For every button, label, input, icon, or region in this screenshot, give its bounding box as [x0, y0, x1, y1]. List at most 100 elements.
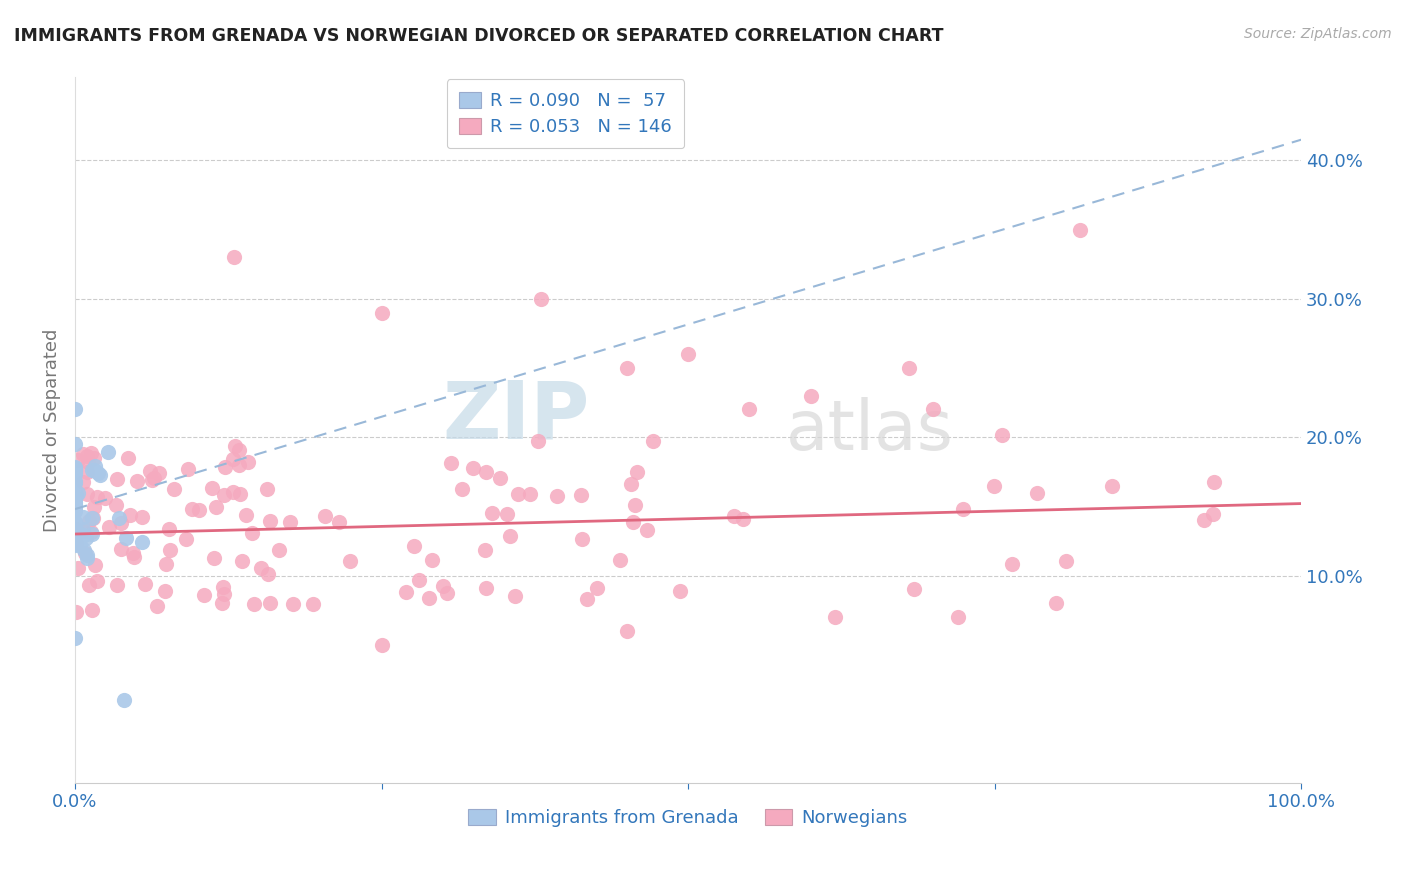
- Point: [503, 589, 526, 603]
- Point: [222, 451, 245, 466]
- Point: [451, 482, 474, 496]
- Point: [278, 515, 301, 529]
- Point: [474, 581, 496, 595]
- Point: [134, 576, 156, 591]
- Point: [903, 582, 925, 596]
- Point: [63, 504, 86, 518]
- Point: [124, 549, 146, 564]
- Point: [571, 533, 593, 547]
- Point: [211, 580, 233, 594]
- Point: [621, 515, 644, 529]
- Point: [283, 597, 305, 611]
- Point: [1045, 596, 1067, 610]
- Point: [83, 463, 105, 477]
- Point: [63, 491, 86, 506]
- Point: [636, 524, 658, 538]
- Point: [72, 509, 94, 524]
- Point: [235, 508, 257, 523]
- Point: [72, 523, 94, 537]
- Point: [214, 459, 236, 474]
- Point: [339, 554, 361, 568]
- Point: [586, 581, 609, 595]
- Point: [609, 552, 631, 566]
- Point: [231, 554, 253, 568]
- Point: [922, 402, 945, 417]
- Point: [212, 488, 235, 502]
- Point: [738, 402, 761, 417]
- Point: [83, 500, 105, 514]
- Point: [105, 578, 128, 592]
- Point: [983, 479, 1005, 493]
- Point: [153, 583, 176, 598]
- Point: [527, 434, 550, 448]
- Point: [65, 488, 87, 502]
- Point: [569, 488, 592, 502]
- Point: [98, 520, 121, 534]
- Point: [314, 509, 336, 524]
- Point: [1192, 513, 1215, 527]
- Point: [63, 460, 86, 475]
- Text: Source: ZipAtlas.com: Source: ZipAtlas.com: [1244, 27, 1392, 41]
- Point: [240, 525, 263, 540]
- Point: [211, 596, 233, 610]
- Point: [107, 511, 129, 525]
- Point: [1202, 507, 1225, 521]
- Point: [66, 524, 89, 539]
- Point: [946, 610, 969, 624]
- Point: [1054, 554, 1077, 568]
- Point: [79, 446, 101, 460]
- Point: [63, 483, 86, 498]
- Point: [643, 434, 665, 449]
- Point: [63, 463, 86, 477]
- Point: [228, 443, 250, 458]
- Point: [66, 532, 89, 546]
- Point: [180, 502, 202, 516]
- Point: [530, 292, 553, 306]
- Point: [65, 522, 87, 536]
- Point: [63, 491, 86, 506]
- Point: [626, 466, 648, 480]
- Point: [148, 467, 170, 481]
- Point: [242, 597, 264, 611]
- Point: [63, 533, 86, 547]
- Point: [267, 543, 290, 558]
- Text: ZIP: ZIP: [443, 377, 591, 455]
- Point: [89, 468, 111, 483]
- Point: [63, 526, 86, 541]
- Point: [76, 549, 98, 563]
- Point: [112, 693, 135, 707]
- Point: [824, 610, 846, 624]
- Point: [115, 531, 138, 545]
- Point: [63, 437, 86, 451]
- Point: [63, 474, 86, 488]
- Point: [489, 471, 512, 485]
- Point: [440, 456, 463, 470]
- Point: [63, 631, 86, 645]
- Point: [72, 475, 94, 489]
- Point: [80, 510, 103, 524]
- Point: [82, 511, 104, 525]
- Point: [436, 586, 458, 600]
- Point: [83, 459, 105, 474]
- Point: [669, 583, 692, 598]
- Point: [117, 450, 139, 465]
- Point: [519, 486, 541, 500]
- Point: [75, 545, 97, 559]
- Point: [731, 512, 754, 526]
- Point: [63, 476, 86, 491]
- Point: [370, 305, 392, 319]
- Point: [228, 458, 250, 472]
- Point: [616, 361, 638, 376]
- Point: [80, 526, 103, 541]
- Point: [73, 543, 96, 558]
- Point: [201, 481, 224, 495]
- Point: [461, 460, 484, 475]
- Point: [205, 500, 228, 515]
- Point: [418, 591, 440, 605]
- Point: [63, 486, 86, 500]
- Point: [506, 486, 529, 500]
- Point: [63, 498, 86, 512]
- Point: [139, 464, 162, 478]
- Point: [97, 445, 120, 459]
- Point: [72, 447, 94, 461]
